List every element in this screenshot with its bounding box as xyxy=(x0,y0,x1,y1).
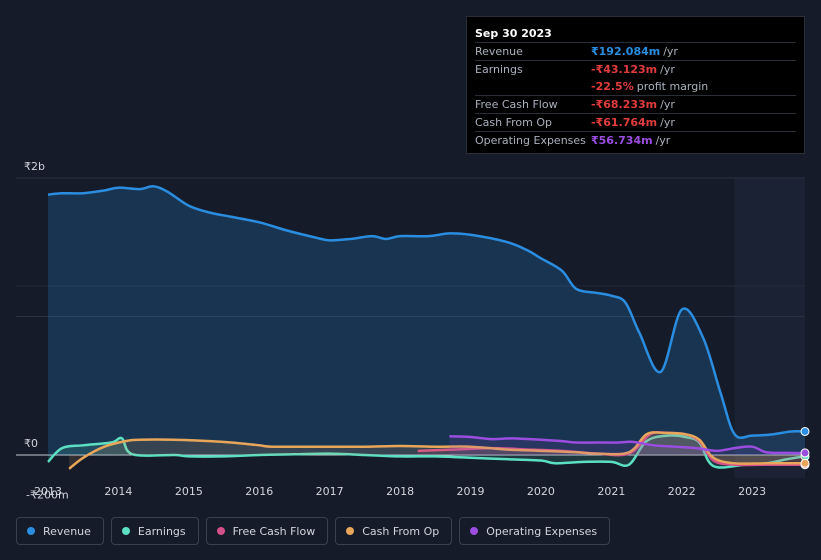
legend-dot-icon xyxy=(121,527,130,535)
tooltip-value: -₹68.233m xyxy=(591,98,658,111)
x-axis-tick-label: 2018 xyxy=(386,485,414,498)
tooltip-label xyxy=(475,78,591,95)
operating-expenses-end-marker xyxy=(800,448,810,458)
tooltip-value: ₹56.734m xyxy=(591,134,653,147)
tooltip-label: Earnings xyxy=(475,63,523,76)
legend-item-revenue[interactable]: Revenue xyxy=(16,517,104,545)
x-axis-tick-label: 2013 xyxy=(34,485,62,498)
legend-item-cash-from-op[interactable]: Cash From Op xyxy=(335,517,453,545)
legend-label: Cash From Op xyxy=(362,524,440,538)
legend-dot-icon xyxy=(216,527,225,535)
cash-from-op-end-marker xyxy=(800,458,810,468)
tooltip-unit: profit margin xyxy=(636,80,709,93)
operating-expenses-area xyxy=(449,436,805,455)
x-axis-tick-label: 2021 xyxy=(597,485,625,498)
tooltip-row: -22.5% profit margin xyxy=(475,78,796,95)
operating-expenses-line xyxy=(449,435,806,455)
recent-period-highlight xyxy=(734,178,805,478)
legend-label: Revenue xyxy=(43,524,91,538)
tooltip-label: Cash From Op xyxy=(475,116,553,129)
legend-item-free-cash-flow[interactable]: Free Cash Flow xyxy=(205,517,329,545)
tooltip-row: Free Cash Flow -₹68.233m/yr xyxy=(475,95,796,113)
tooltip-label: Revenue xyxy=(475,45,523,58)
tooltip-date: Sep 30 2023 xyxy=(475,27,552,40)
tooltip-label: Operating Expenses xyxy=(475,134,586,147)
tooltip-unit: /yr xyxy=(655,134,671,147)
tooltip-unit: /yr xyxy=(663,45,678,58)
legend-dot-icon xyxy=(27,527,35,535)
legend-label: Free Cash Flow xyxy=(232,524,316,538)
tooltip-row: Cash From Op -₹61.764m/yr xyxy=(475,113,796,131)
tooltip-value: -22.5% xyxy=(591,80,634,93)
x-axis-tick-label: 2023 xyxy=(738,485,766,498)
x-axis-tick-label: 2020 xyxy=(527,485,555,498)
x-axis-tick-label: 2016 xyxy=(245,485,273,498)
revenue-line xyxy=(47,185,806,440)
tooltip-row: Revenue ₹192.084m/yr xyxy=(475,42,796,60)
y-axis-label: ₹2b xyxy=(24,160,45,173)
x-axis-tick-label: 2017 xyxy=(316,485,344,498)
earnings-area xyxy=(48,435,805,468)
tooltip-value: ₹192.084m xyxy=(591,45,661,58)
legend-dot-icon xyxy=(470,527,479,535)
y-axis-label: ₹0 xyxy=(24,437,38,450)
tooltip-panel: Sep 30 2023 Revenue ₹192.084m/yr Earnings -… xyxy=(466,16,805,154)
tooltip-row: Earnings -₹43.123m/yr xyxy=(475,60,796,78)
cash-from-op-area xyxy=(69,432,805,469)
legend: Revenue Earnings Free Cash Flow Cash Fro… xyxy=(16,517,611,545)
x-axis-tick-label: 2014 xyxy=(104,485,132,498)
legend-item-earnings[interactable]: Earnings xyxy=(110,517,199,545)
x-axis-tick-label: 2015 xyxy=(175,485,203,498)
legend-label: Earnings xyxy=(137,524,186,538)
y-axis-label: -₹200m xyxy=(26,489,69,502)
legend-label: Operating Expenses xyxy=(486,524,598,538)
tooltip-value: -₹43.123m xyxy=(591,63,658,76)
tooltip-value: -₹61.764m xyxy=(591,116,658,129)
tooltip-label: Free Cash Flow xyxy=(475,98,558,111)
x-axis-tick-label: 2019 xyxy=(457,485,485,498)
revenue-end-marker xyxy=(800,426,810,436)
revenue-area xyxy=(48,186,805,456)
cash-from-op-line xyxy=(68,431,805,470)
tooltip-unit: /yr xyxy=(660,116,675,129)
tooltip-unit: /yr xyxy=(660,63,675,76)
legend-dot-icon xyxy=(346,527,355,535)
x-axis-tick-label: 2022 xyxy=(668,485,696,498)
tooltip-unit: /yr xyxy=(660,98,675,111)
tooltip-row: Operating Expenses ₹56.734m/yr xyxy=(475,131,796,149)
legend-item-operating-expenses[interactable]: Operating Expenses xyxy=(459,517,611,545)
